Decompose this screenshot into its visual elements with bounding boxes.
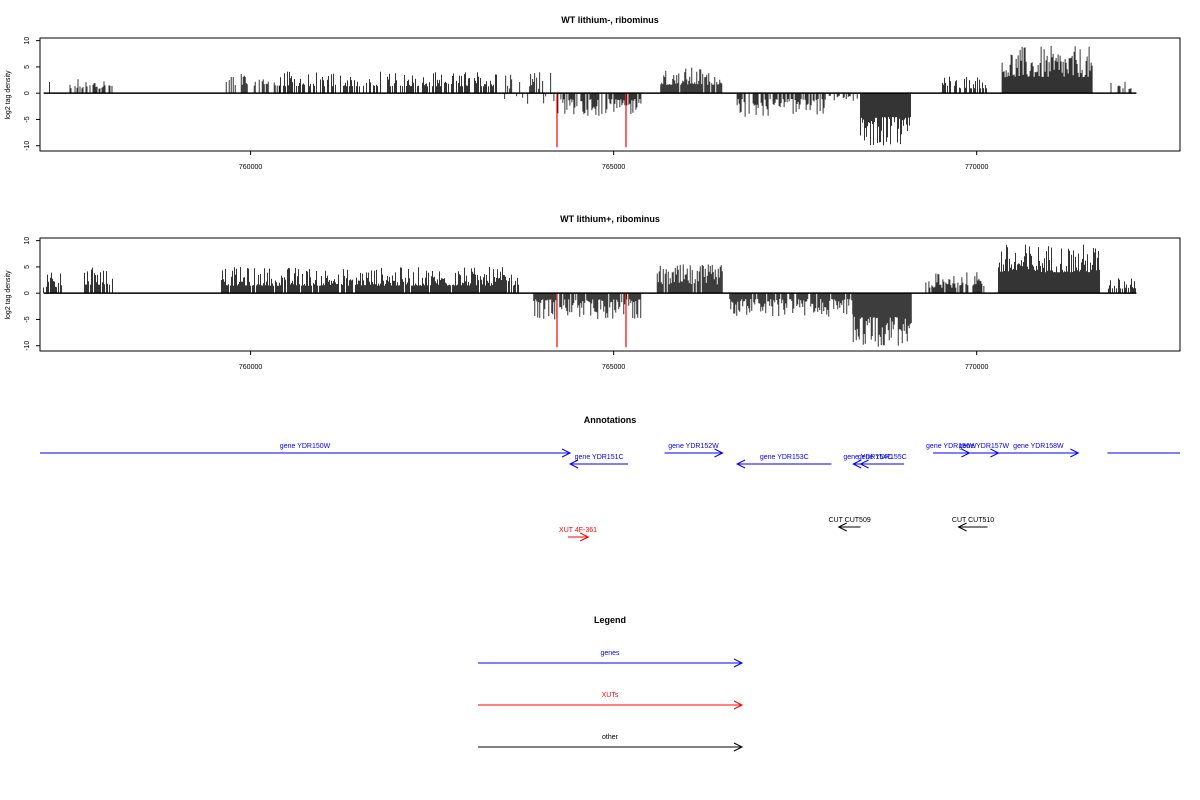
y-tick-label: 0	[24, 291, 31, 295]
x-tick-label: 760000	[239, 364, 262, 371]
y-tick-label: -10	[24, 341, 31, 351]
feature: gene YDR155C	[858, 454, 907, 469]
feature: gene YDR158W	[998, 443, 1080, 458]
legend: Legend genes XUTs other	[478, 615, 744, 752]
legend-arrow-head	[733, 700, 744, 710]
highlight-bars	[556, 93, 627, 148]
x-tick-label: 765000	[602, 364, 625, 371]
y-axis-label: log2 tag density	[5, 270, 12, 320]
feature-arrow-head	[579, 532, 590, 542]
feature-label: gene YDR158W	[1013, 443, 1064, 450]
legend-items: genes XUTs other	[478, 650, 744, 752]
legend-item: other	[478, 734, 744, 752]
panel-title: WT lithium+, ribominus	[560, 214, 660, 224]
feature-arrow-head	[735, 459, 746, 469]
plot-frame	[39, 237, 1181, 352]
y-tick-label: -5	[24, 316, 31, 322]
y-axis-label: log2 tag density	[5, 70, 12, 120]
x-axis: 760000 765000 770000	[239, 351, 988, 371]
legend-item-label: other	[602, 734, 619, 741]
feature-arrow-head	[859, 459, 869, 469]
plot-frame	[39, 37, 1181, 152]
panel-title: WT lithium-, ribominus	[561, 15, 659, 25]
feature-arrow-head	[568, 459, 579, 469]
feature-arrow-head	[852, 459, 862, 469]
y-axis: 10 5 0 -5 -10	[24, 37, 40, 151]
feature-label: gene YDR154C	[843, 454, 892, 461]
y-tick-label: 10	[24, 37, 31, 45]
feature-label: gene YDR157W	[959, 443, 1010, 450]
feature: gene YDR150W	[40, 443, 572, 458]
signal-bars	[43, 244, 1136, 347]
feature-label: gene YDR151C	[575, 454, 624, 461]
x-tick-label: 770000	[965, 164, 988, 171]
feature-arrow-head	[561, 448, 572, 458]
legend-item-label: XUTs	[602, 692, 619, 699]
x-axis: 760000 765000 770000	[239, 151, 988, 171]
y-tick-label: -10	[24, 141, 31, 151]
feature: gene YDR151C	[568, 454, 629, 469]
track-panel-lithium-minus: WT lithium-, ribominus log2 tag density …	[5, 15, 1181, 171]
feature-arrow-head	[1070, 448, 1080, 458]
feature-label: gene YDR155C	[858, 454, 907, 461]
x-tick-label: 760000	[239, 164, 262, 171]
y-tick-label: 10	[24, 237, 31, 245]
legend-item: genes	[478, 650, 744, 668]
y-tick-label: 0	[24, 91, 31, 95]
track-panel-lithium-plus: WT lithium+, ribominus log2 tag density …	[5, 214, 1181, 371]
highlight-bars	[556, 293, 627, 348]
feature: CUT CUT510	[952, 517, 994, 532]
legend-item: XUTs	[478, 692, 744, 710]
legend-arrow-head	[733, 658, 744, 668]
legend-item-label: genes	[600, 650, 620, 657]
feature-label: CUT CUT510	[952, 517, 994, 524]
feature-arrow-head	[837, 522, 847, 532]
annotations-title: Annotations	[584, 415, 637, 425]
legend-arrow-head	[733, 742, 744, 752]
feature-label: gene YDR153C	[760, 454, 809, 461]
feature-label: gene YDR152W	[668, 443, 719, 450]
feature-label: CUT CUT509	[828, 517, 870, 524]
x-tick-label: 770000	[965, 364, 988, 371]
feature-arrow-head	[714, 448, 724, 458]
feature: gene YDR153C	[735, 454, 832, 469]
legend-title: Legend	[594, 615, 626, 625]
y-tick-label: 5	[24, 65, 31, 69]
feature: CUT CUT509	[828, 517, 871, 532]
feature-arrows: gene YDR150W gene YDR151C gene YDR152W gene…	[40, 443, 1180, 542]
y-tick-label: 5	[24, 265, 31, 269]
feature-arrow-head	[957, 522, 967, 532]
feature-label: XUT 4F-361	[559, 527, 597, 534]
feature-label: gene YDR156W	[926, 443, 977, 450]
y-axis: 10 5 0 -5 -10	[24, 237, 40, 351]
feature: gene YDR152W	[664, 443, 724, 458]
feature: XUT 4F-361	[559, 527, 597, 542]
x-tick-label: 765000	[602, 164, 625, 171]
y-tick-label: -5	[24, 116, 31, 122]
feature-label: gene YDR150W	[280, 443, 331, 450]
signal-bars	[49, 45, 1132, 146]
